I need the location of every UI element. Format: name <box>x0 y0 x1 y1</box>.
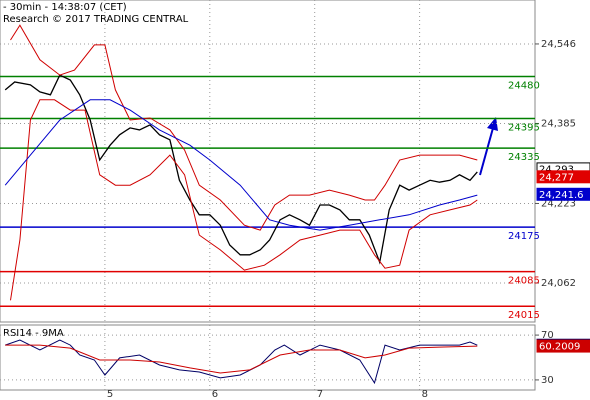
price-panel <box>0 0 536 323</box>
y-tick-label: 30 <box>541 375 554 386</box>
chart-title: - 30min - 14:38:07 (CET) <box>3 2 127 13</box>
x-tick-label: 6 <box>212 389 218 400</box>
value-badge-label: 24,241.6 <box>539 190 584 201</box>
value-badge <box>536 187 590 201</box>
level-label: 24175 <box>508 231 540 242</box>
y-tick-label: 24,385 <box>541 118 576 129</box>
value-badge-label: 24,293 <box>539 164 574 175</box>
chart-subtitle: Research © 2017 TRADING CENTRAL <box>3 14 189 25</box>
value-badge <box>536 339 590 353</box>
x-tick-label: 7 <box>317 389 323 400</box>
series-line <box>10 24 478 231</box>
series-line <box>4 74 478 265</box>
series-line <box>4 99 478 231</box>
y-tick-label: 24,062 <box>541 278 576 289</box>
y-tick-label: 24,546 <box>541 39 576 50</box>
y-tick-label: 70 <box>541 330 554 341</box>
forecast-arrowhead <box>487 117 498 131</box>
level-label: 24015 <box>508 310 540 321</box>
rsi-title: RSI14 - 9MA <box>3 328 64 339</box>
level-label: 24085 <box>508 276 540 287</box>
level-label: 24395 <box>508 123 540 134</box>
value-badge-label: 24,277 <box>539 172 574 183</box>
x-tick-label: 5 <box>107 389 113 400</box>
x-tick-label: 8 <box>422 389 428 400</box>
series-line <box>5 344 478 374</box>
level-label: 24480 <box>508 81 540 92</box>
value-badge-label: 60.2009 <box>539 342 580 353</box>
y-tick-label: 24,223 <box>541 198 576 209</box>
series-line <box>10 99 478 301</box>
value-badge <box>536 170 590 184</box>
forecast-arrow <box>479 127 494 176</box>
level-label: 24335 <box>508 152 540 163</box>
